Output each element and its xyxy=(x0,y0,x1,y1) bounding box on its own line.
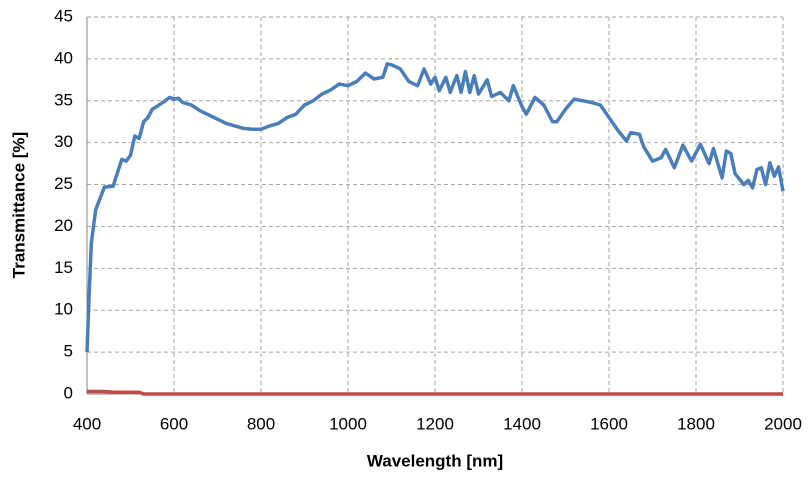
x-tick-label: 1600 xyxy=(590,414,628,433)
x-tick-label: 800 xyxy=(247,414,275,433)
y-axis-title: Transmittance [%] xyxy=(9,132,28,278)
y-tick-label: 35 xyxy=(54,90,73,109)
y-tick-label: 40 xyxy=(54,48,73,67)
y-tick-label: 20 xyxy=(54,216,73,235)
x-tick-label: 1400 xyxy=(503,414,541,433)
y-tick-label: 5 xyxy=(64,342,73,361)
y-tick-label: 10 xyxy=(54,300,73,319)
x-tick-label: 2000 xyxy=(764,414,802,433)
y-tick-label: 25 xyxy=(54,174,73,193)
x-axis-title: Wavelength [nm] xyxy=(367,451,503,470)
x-tick-label: 1000 xyxy=(329,414,367,433)
series-line xyxy=(85,62,785,353)
x-tick-label: 1800 xyxy=(677,414,715,433)
y-tick-label: 45 xyxy=(54,6,73,25)
x-tick-label: 1200 xyxy=(416,414,454,433)
x-tick-label: 600 xyxy=(160,414,188,433)
x-tick-label: 400 xyxy=(73,414,101,433)
y-tick-label: 15 xyxy=(54,258,73,277)
y-tick-label: 30 xyxy=(54,132,73,151)
series-line xyxy=(87,389,783,396)
y-tick-label: 0 xyxy=(64,383,73,402)
